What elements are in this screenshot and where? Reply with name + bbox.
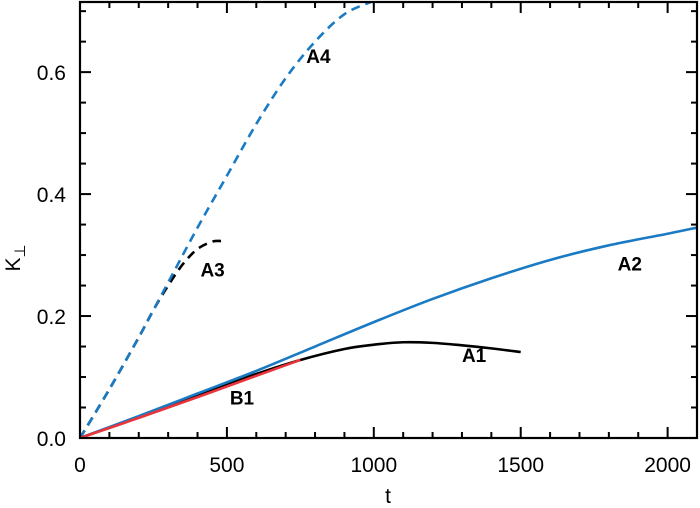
curve-label-a2: A2 xyxy=(618,254,642,275)
x-tick-label: 500 xyxy=(209,454,244,477)
y-tick-label: 0.2 xyxy=(37,306,66,329)
curve-labels: A1 A2 A3 A4 B1 xyxy=(200,47,642,409)
y-axis-title: K⊥ xyxy=(2,244,29,271)
x-tick-label: 1500 xyxy=(497,454,544,477)
svg-text:K⊥: K⊥ xyxy=(2,244,29,271)
x-tick-label: 0 xyxy=(74,454,86,477)
y-tick-label: 0.6 xyxy=(37,62,66,85)
x-tick-label: 1000 xyxy=(350,454,397,477)
y-tick-label: 0.0 xyxy=(37,428,66,451)
curve-b1 xyxy=(80,358,301,438)
axis-ticks: 0 500 1000 1500 2000 0.0 0.2 0.4 0.6 xyxy=(37,2,698,477)
y-tick-label: 0.4 xyxy=(37,184,67,207)
curve-a2 xyxy=(80,226,697,438)
curve-label-b1: B1 xyxy=(230,388,255,409)
curve-label-a1: A1 xyxy=(462,346,487,367)
plot-curves xyxy=(80,2,697,438)
plot-frame xyxy=(78,0,699,440)
curve-a1 xyxy=(80,340,521,438)
curve-a4 xyxy=(80,2,372,438)
x-axis-title: t xyxy=(385,485,391,508)
curve-label-a3: A3 xyxy=(200,260,224,281)
curve-label-a4: A4 xyxy=(306,47,331,68)
x-tick-label: 2000 xyxy=(644,454,691,477)
